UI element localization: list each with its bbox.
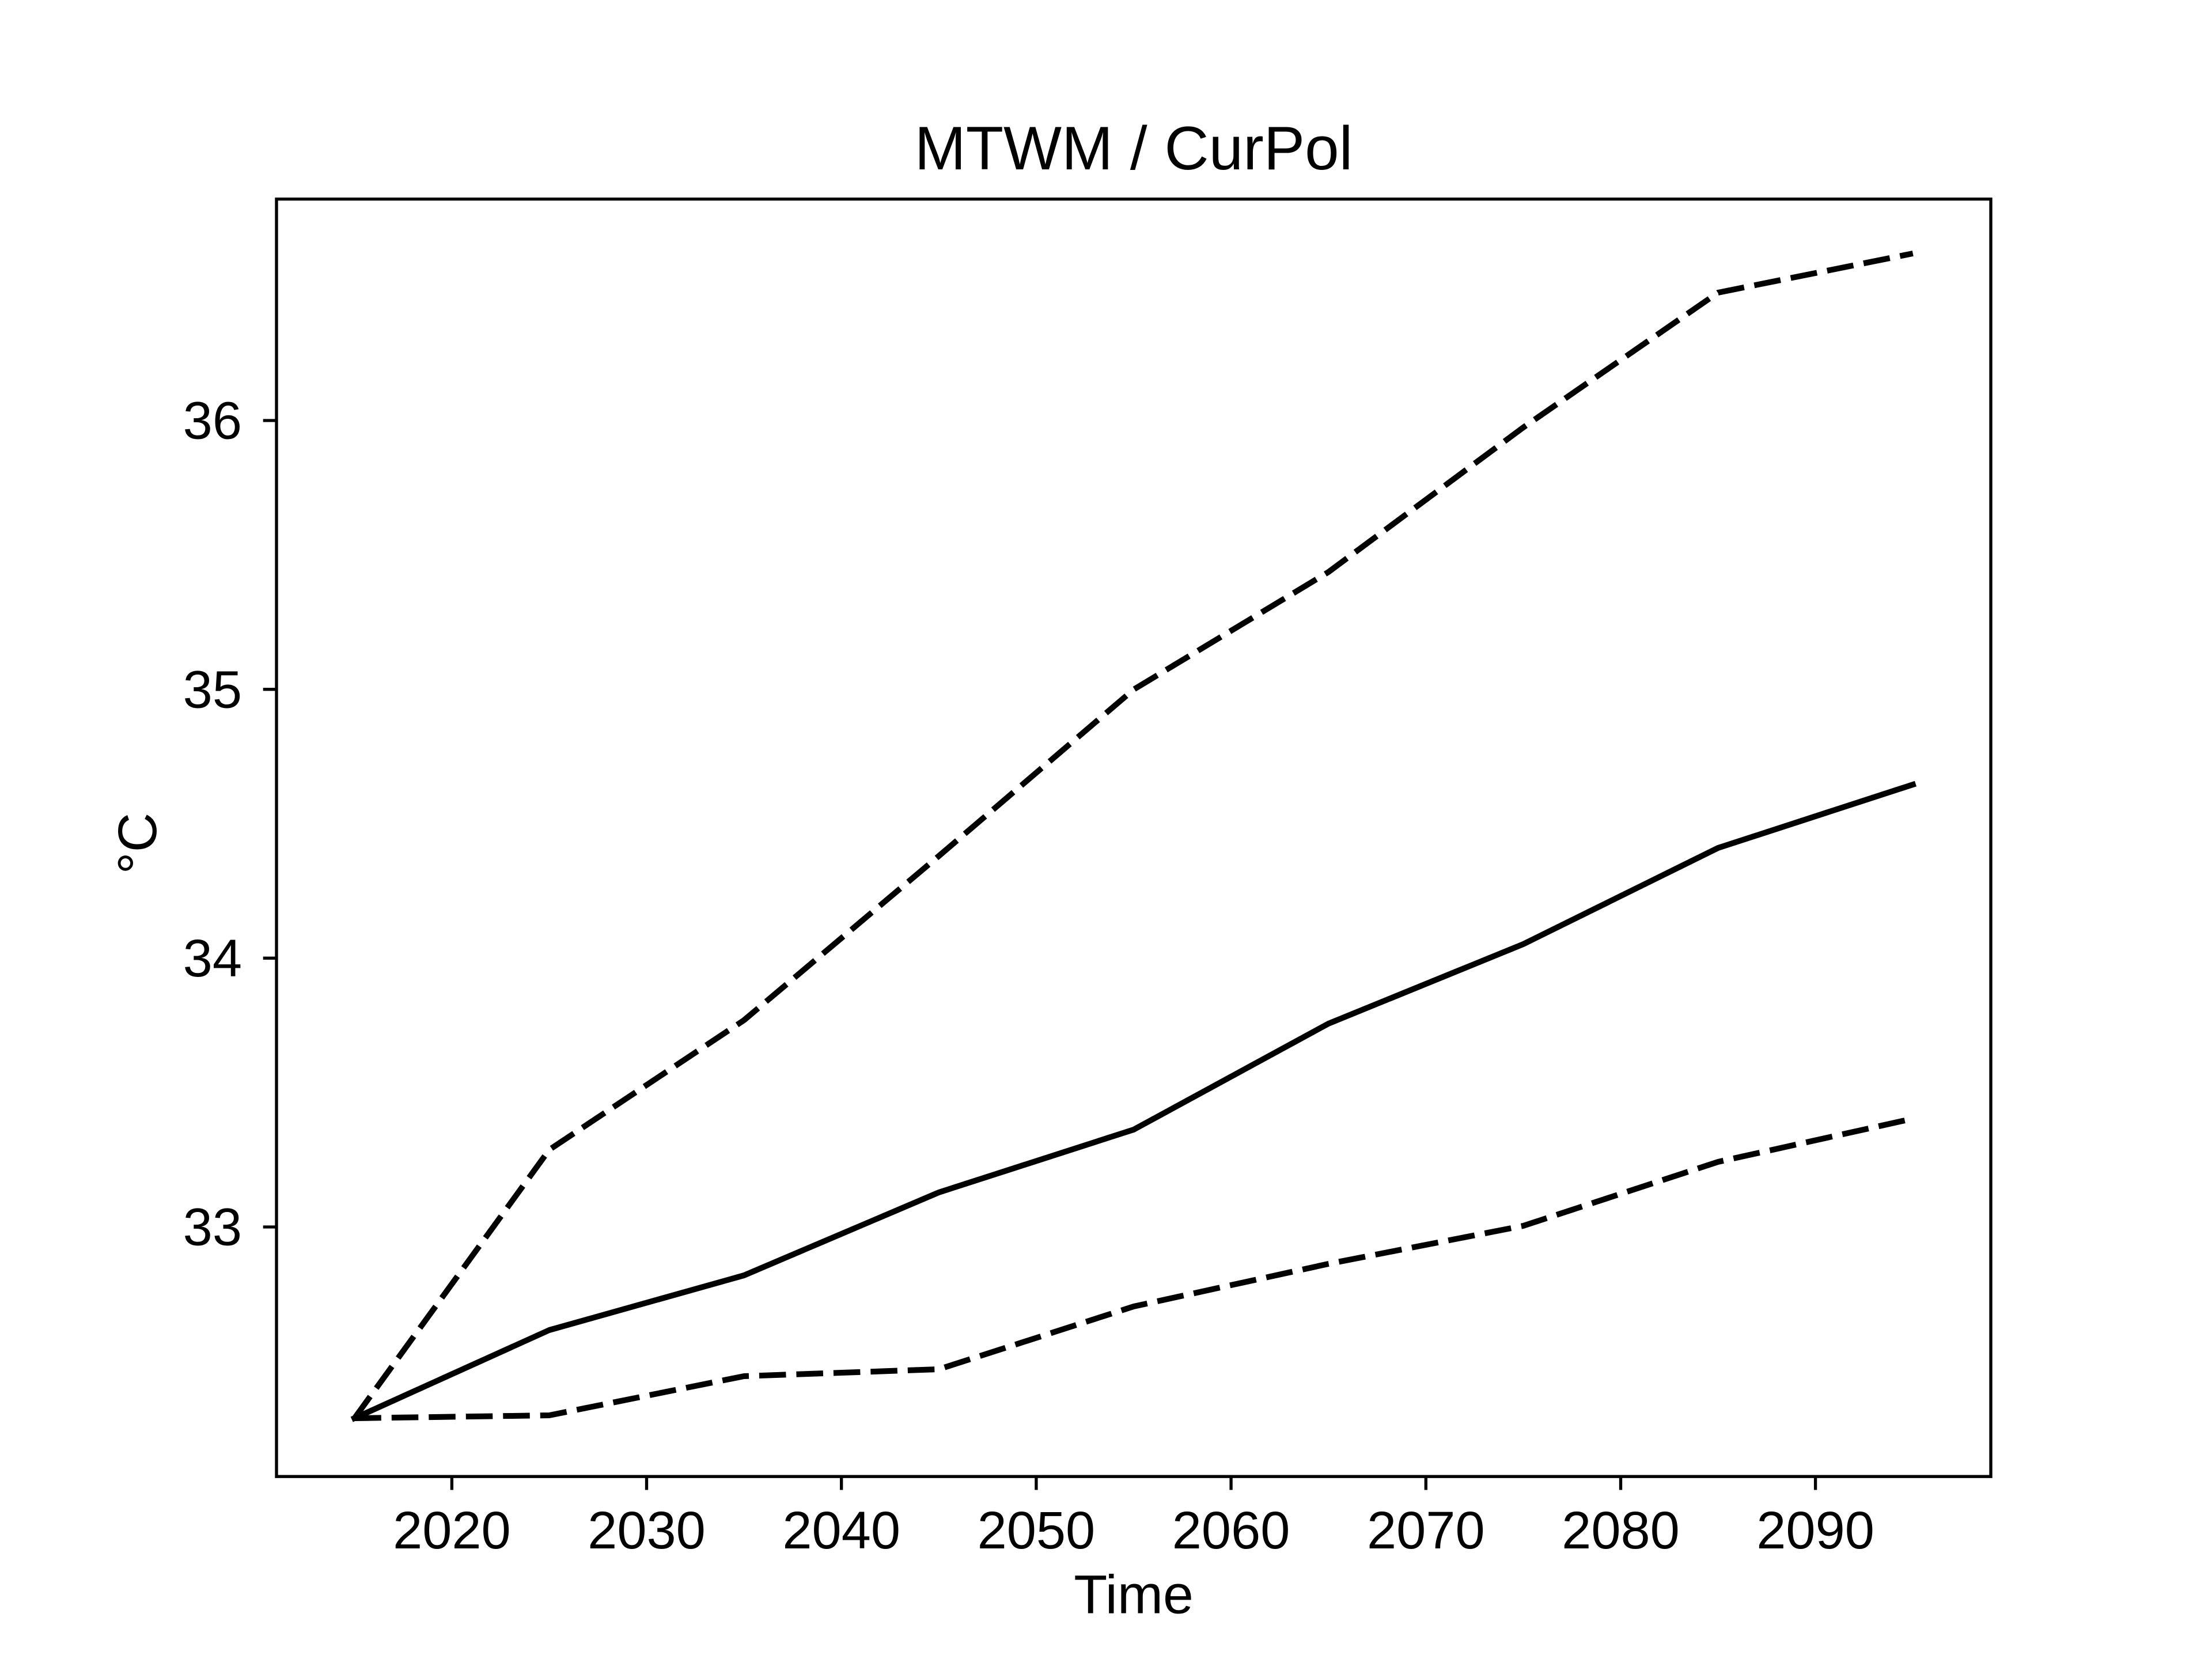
- svg-text:2090: 2090: [1756, 1501, 1874, 1560]
- svg-text:°C: °C: [107, 813, 168, 874]
- svg-text:35: 35: [183, 660, 242, 719]
- svg-text:2070: 2070: [1367, 1501, 1485, 1560]
- svg-text:2020: 2020: [393, 1501, 511, 1560]
- svg-text:34: 34: [183, 929, 242, 988]
- svg-text:MTWM / CurPol: MTWM / CurPol: [915, 113, 1353, 183]
- svg-text:2060: 2060: [1172, 1501, 1290, 1560]
- svg-text:Time: Time: [1074, 1565, 1194, 1626]
- svg-text:2040: 2040: [782, 1501, 900, 1560]
- svg-text:2030: 2030: [588, 1501, 706, 1560]
- svg-text:36: 36: [183, 392, 242, 450]
- svg-text:33: 33: [183, 1198, 242, 1257]
- svg-text:2080: 2080: [1562, 1501, 1680, 1560]
- svg-text:2050: 2050: [978, 1501, 1096, 1560]
